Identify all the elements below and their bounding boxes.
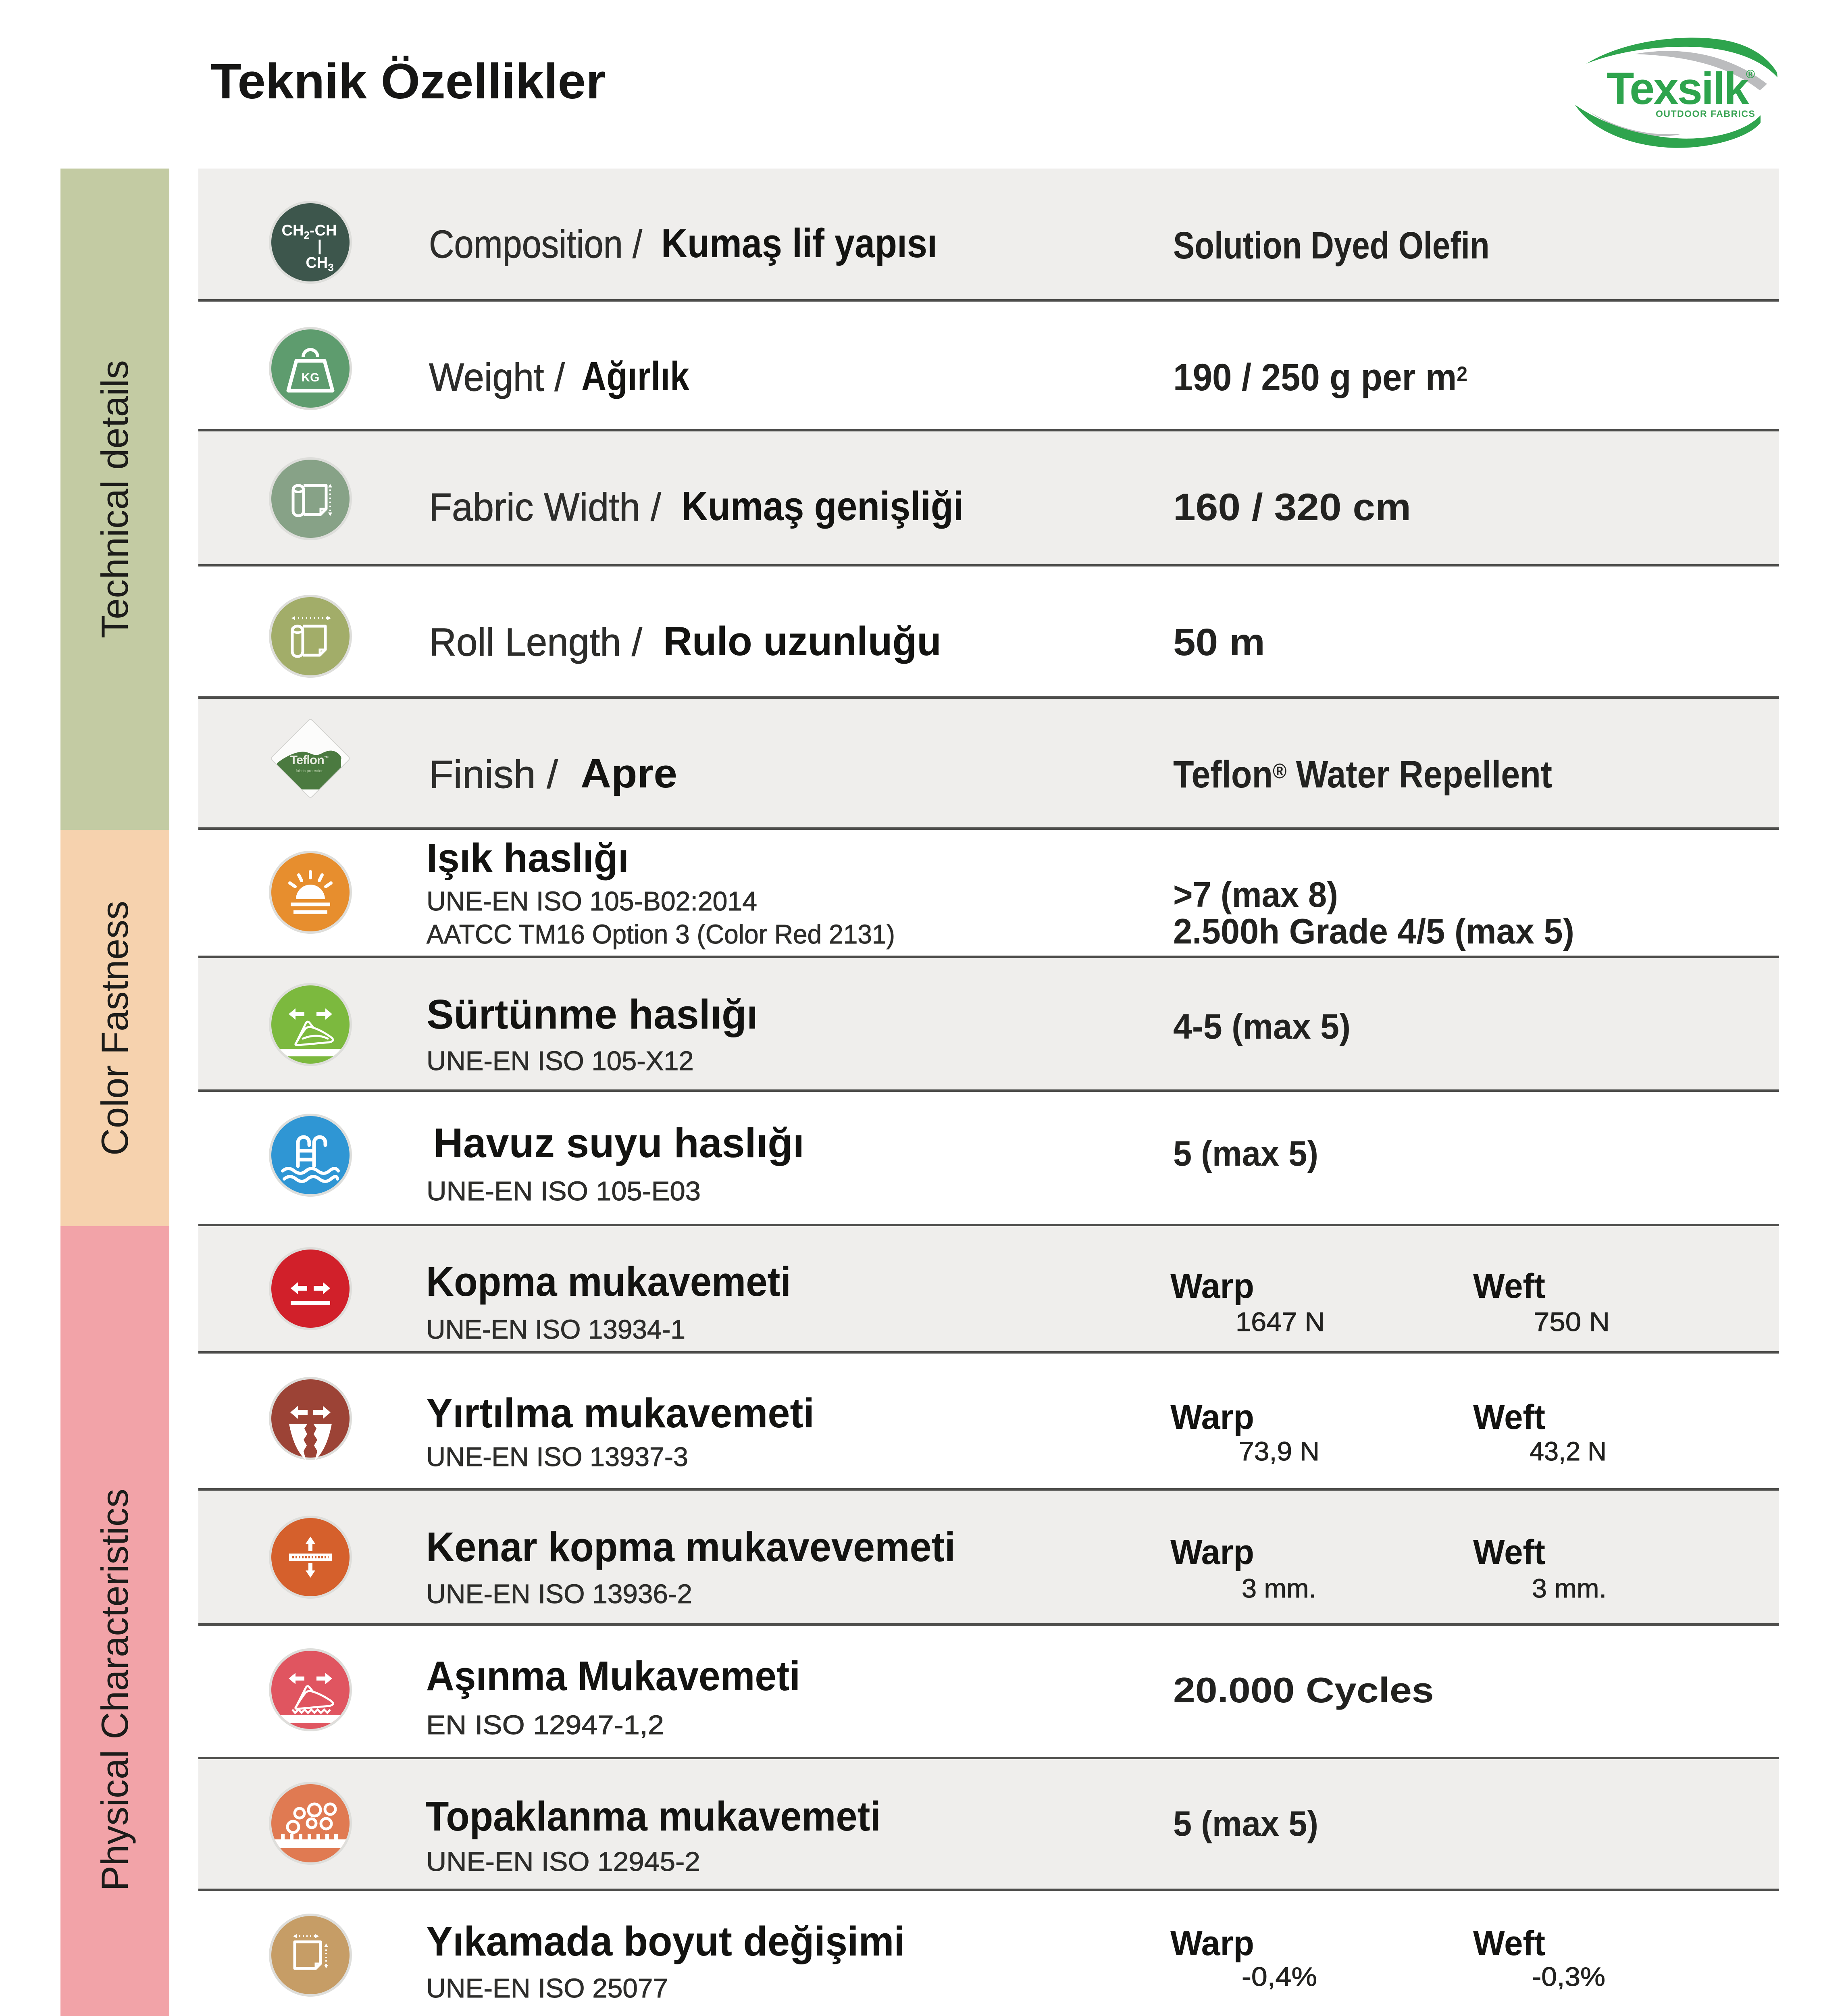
svg-text:CH2-CH: CH2-CH xyxy=(282,222,337,241)
svg-text:Texsilk: Texsilk xyxy=(1607,63,1749,114)
svg-text:®: ® xyxy=(1746,68,1755,81)
svg-text:fabric protector: fabric protector xyxy=(296,769,323,773)
svg-text:KG: KG xyxy=(302,371,320,384)
svg-text:Teflon™: Teflon™ xyxy=(290,753,329,767)
svg-text:OUTDOOR FABRICS: OUTDOOR FABRICS xyxy=(1656,108,1755,119)
svg-text:|: | xyxy=(318,237,322,254)
